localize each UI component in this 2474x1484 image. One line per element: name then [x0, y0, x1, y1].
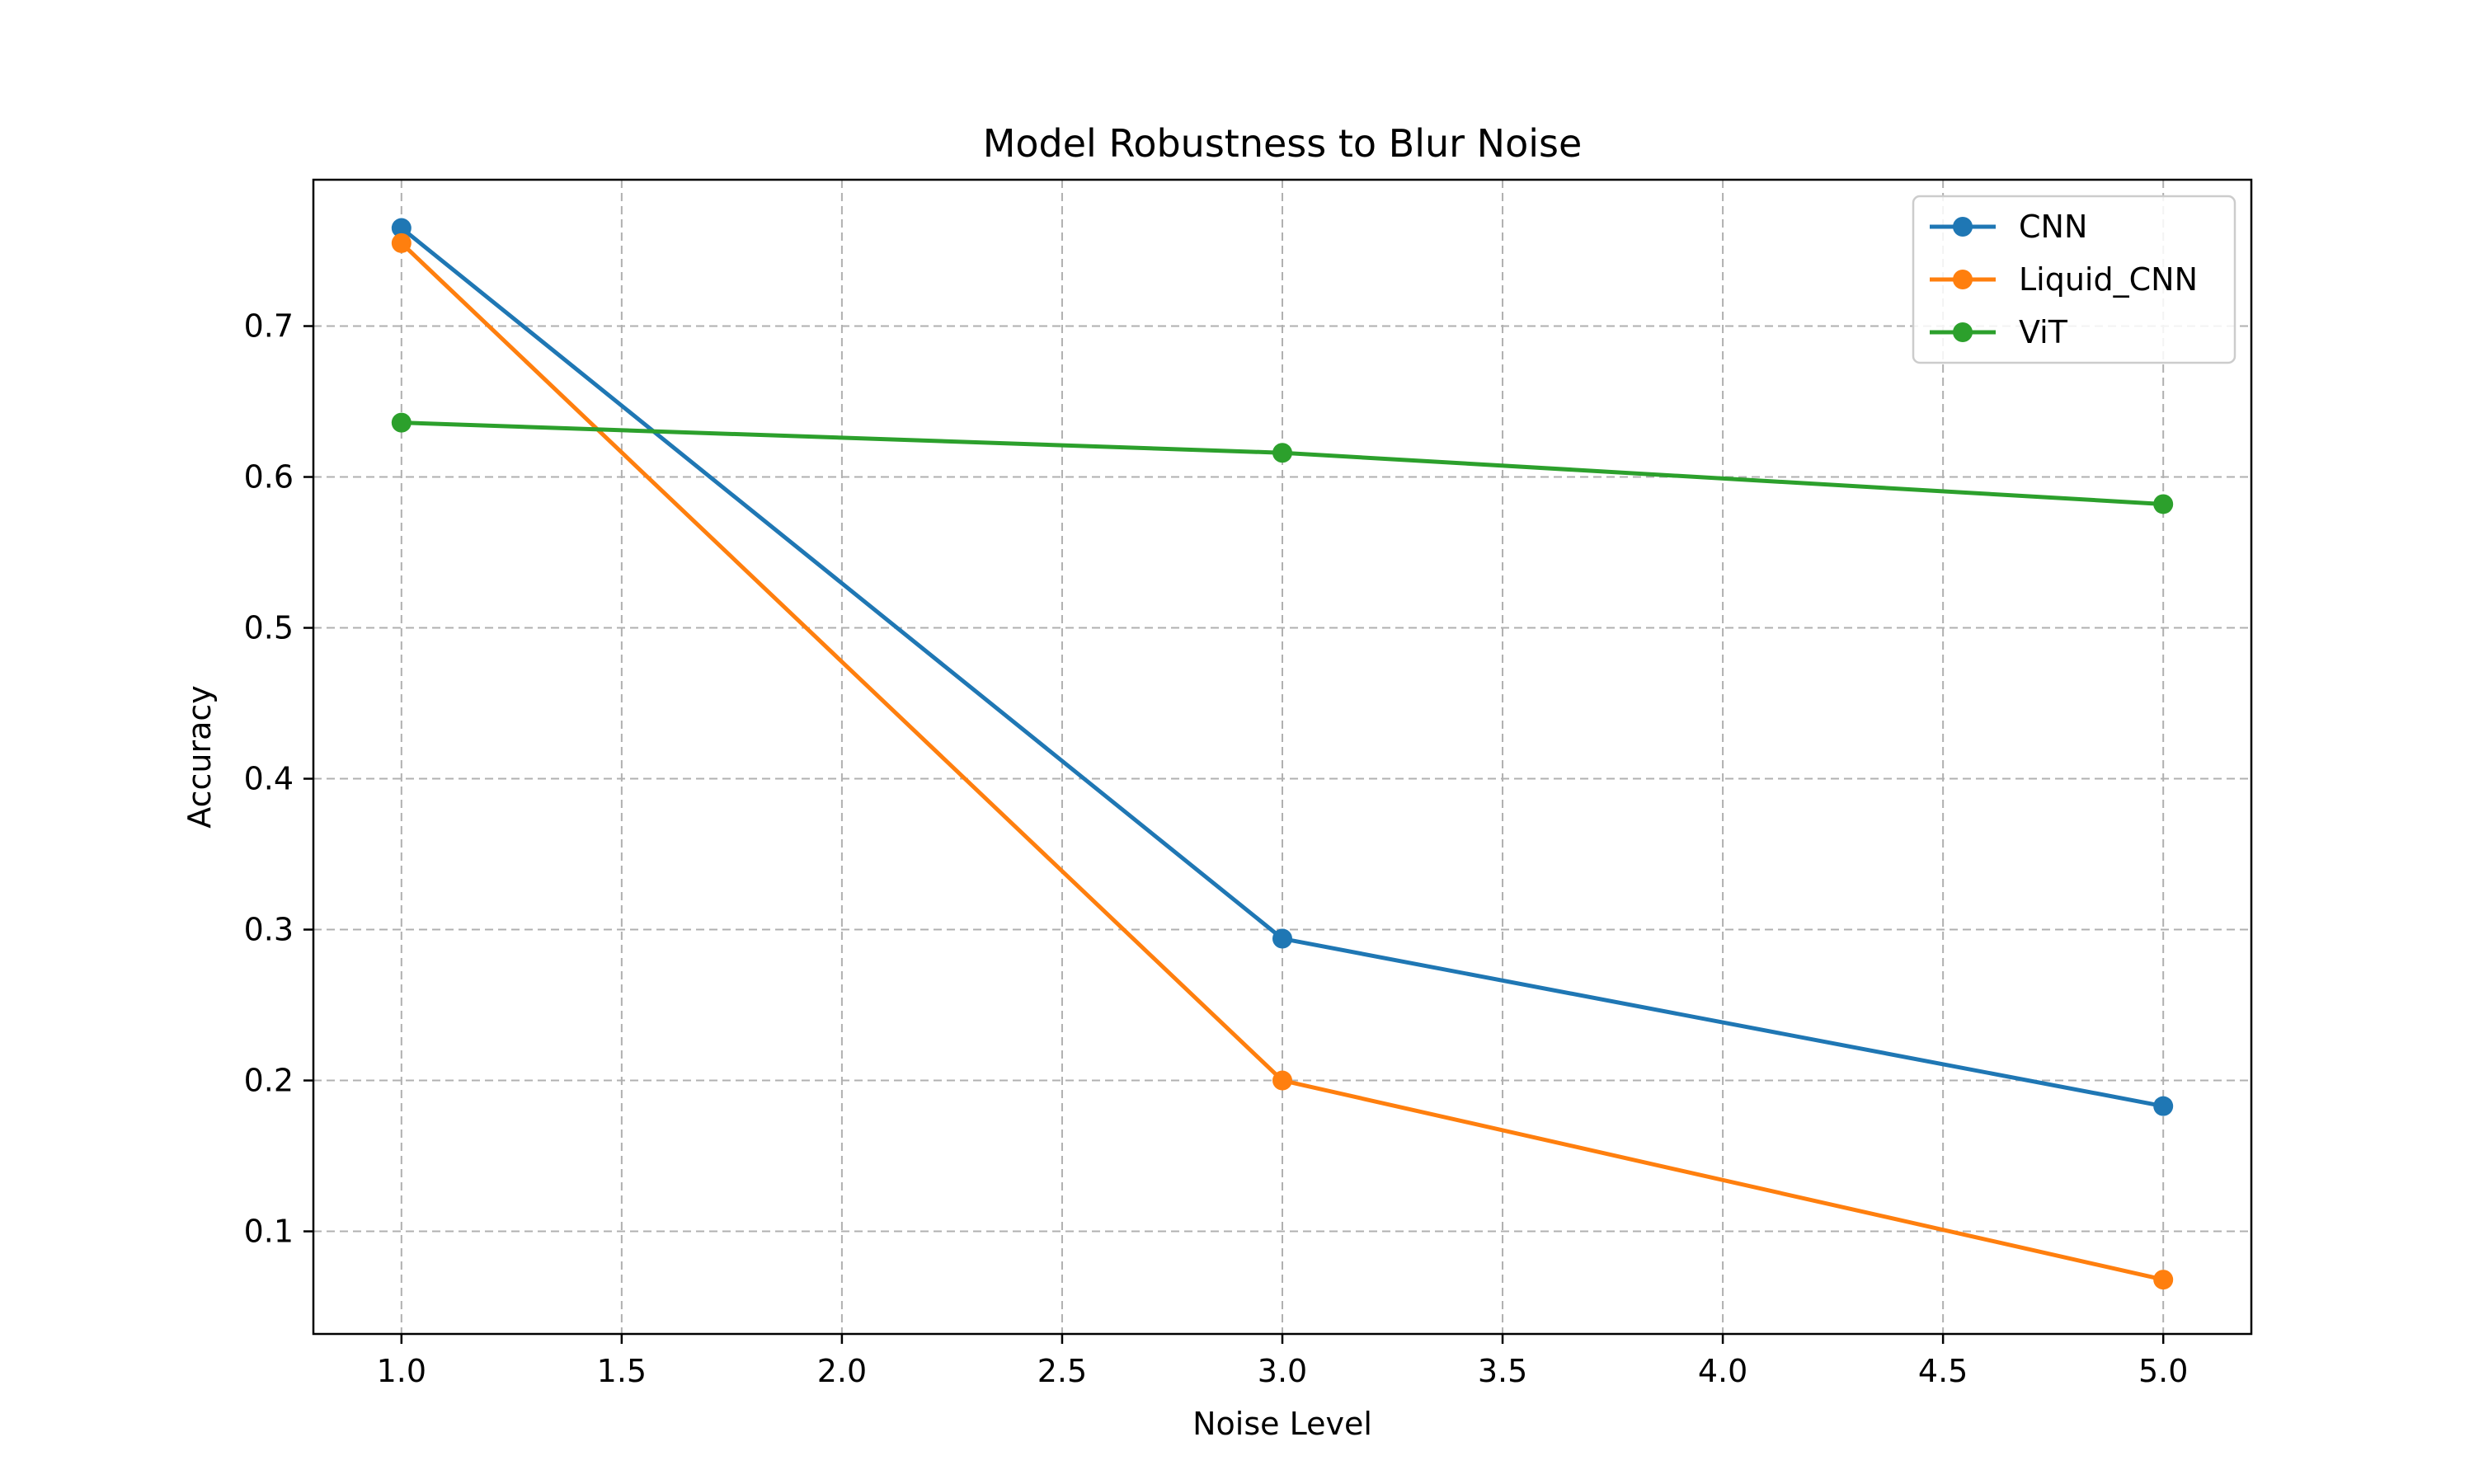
legend-item: Liquid_CNN	[1930, 261, 2198, 298]
y-tick-label: 0.4	[244, 761, 294, 797]
data-point	[2153, 1096, 2174, 1116]
x-tick-label: 4.0	[1698, 1353, 1747, 1389]
legend-label: Liquid_CNN	[2019, 261, 2198, 298]
data-point	[1272, 928, 1292, 949]
x-tick-label: 1.0	[377, 1353, 426, 1389]
x-tick-label: 3.5	[1478, 1353, 1527, 1389]
x-axis-label: Noise Level	[1192, 1406, 1372, 1442]
series-lines	[391, 218, 2174, 1290]
data-point	[1272, 443, 1292, 463]
y-tick-label: 0.5	[244, 610, 294, 646]
legend-item: ViT	[1930, 314, 2068, 350]
legend: CNN Liquid_CNN ViT	[1912, 195, 2236, 364]
x-tick-label: 5.0	[2138, 1353, 2188, 1389]
legend-marker	[1953, 217, 1973, 237]
data-point	[391, 232, 412, 253]
data-point	[391, 218, 412, 238]
x-axis-ticks: 1.0 1.5 2.0 2.5 3.0 3.5 4.0 4.5 5.0	[377, 1334, 2188, 1389]
x-tick-label: 3.0	[1258, 1353, 1307, 1389]
x-tick-label: 2.5	[1037, 1353, 1087, 1389]
y-tick-label: 0.7	[244, 308, 294, 345]
legend-label: CNN	[2019, 209, 2087, 245]
series-cnn	[391, 218, 2174, 1116]
legend-label: ViT	[2019, 314, 2068, 350]
y-tick-label: 0.2	[244, 1063, 294, 1099]
data-point	[2153, 1270, 2174, 1290]
legend-marker	[1953, 322, 1973, 342]
y-tick-label: 0.6	[244, 459, 294, 495]
y-tick-label: 0.3	[244, 912, 294, 948]
x-tick-label: 4.5	[1918, 1353, 1968, 1389]
series-liquid-cnn	[391, 232, 2174, 1290]
series-vit	[391, 412, 2174, 514]
data-point	[2153, 494, 2174, 514]
legend-item: CNN	[1930, 209, 2087, 245]
y-axis-label: Accuracy	[181, 685, 218, 829]
data-point	[1272, 1070, 1292, 1091]
y-axis-ticks: 0.1 0.2 0.3 0.4 0.5 0.6 0.7	[244, 308, 313, 1250]
x-tick-label: 1.5	[597, 1353, 647, 1389]
legend-frame	[1912, 195, 2236, 364]
legend-marker	[1953, 270, 1973, 289]
chart-title: Model Robustness to Blur Noise	[983, 121, 1583, 166]
y-tick-label: 0.1	[244, 1214, 294, 1250]
x-tick-label: 2.0	[817, 1353, 867, 1389]
data-point	[391, 412, 412, 433]
